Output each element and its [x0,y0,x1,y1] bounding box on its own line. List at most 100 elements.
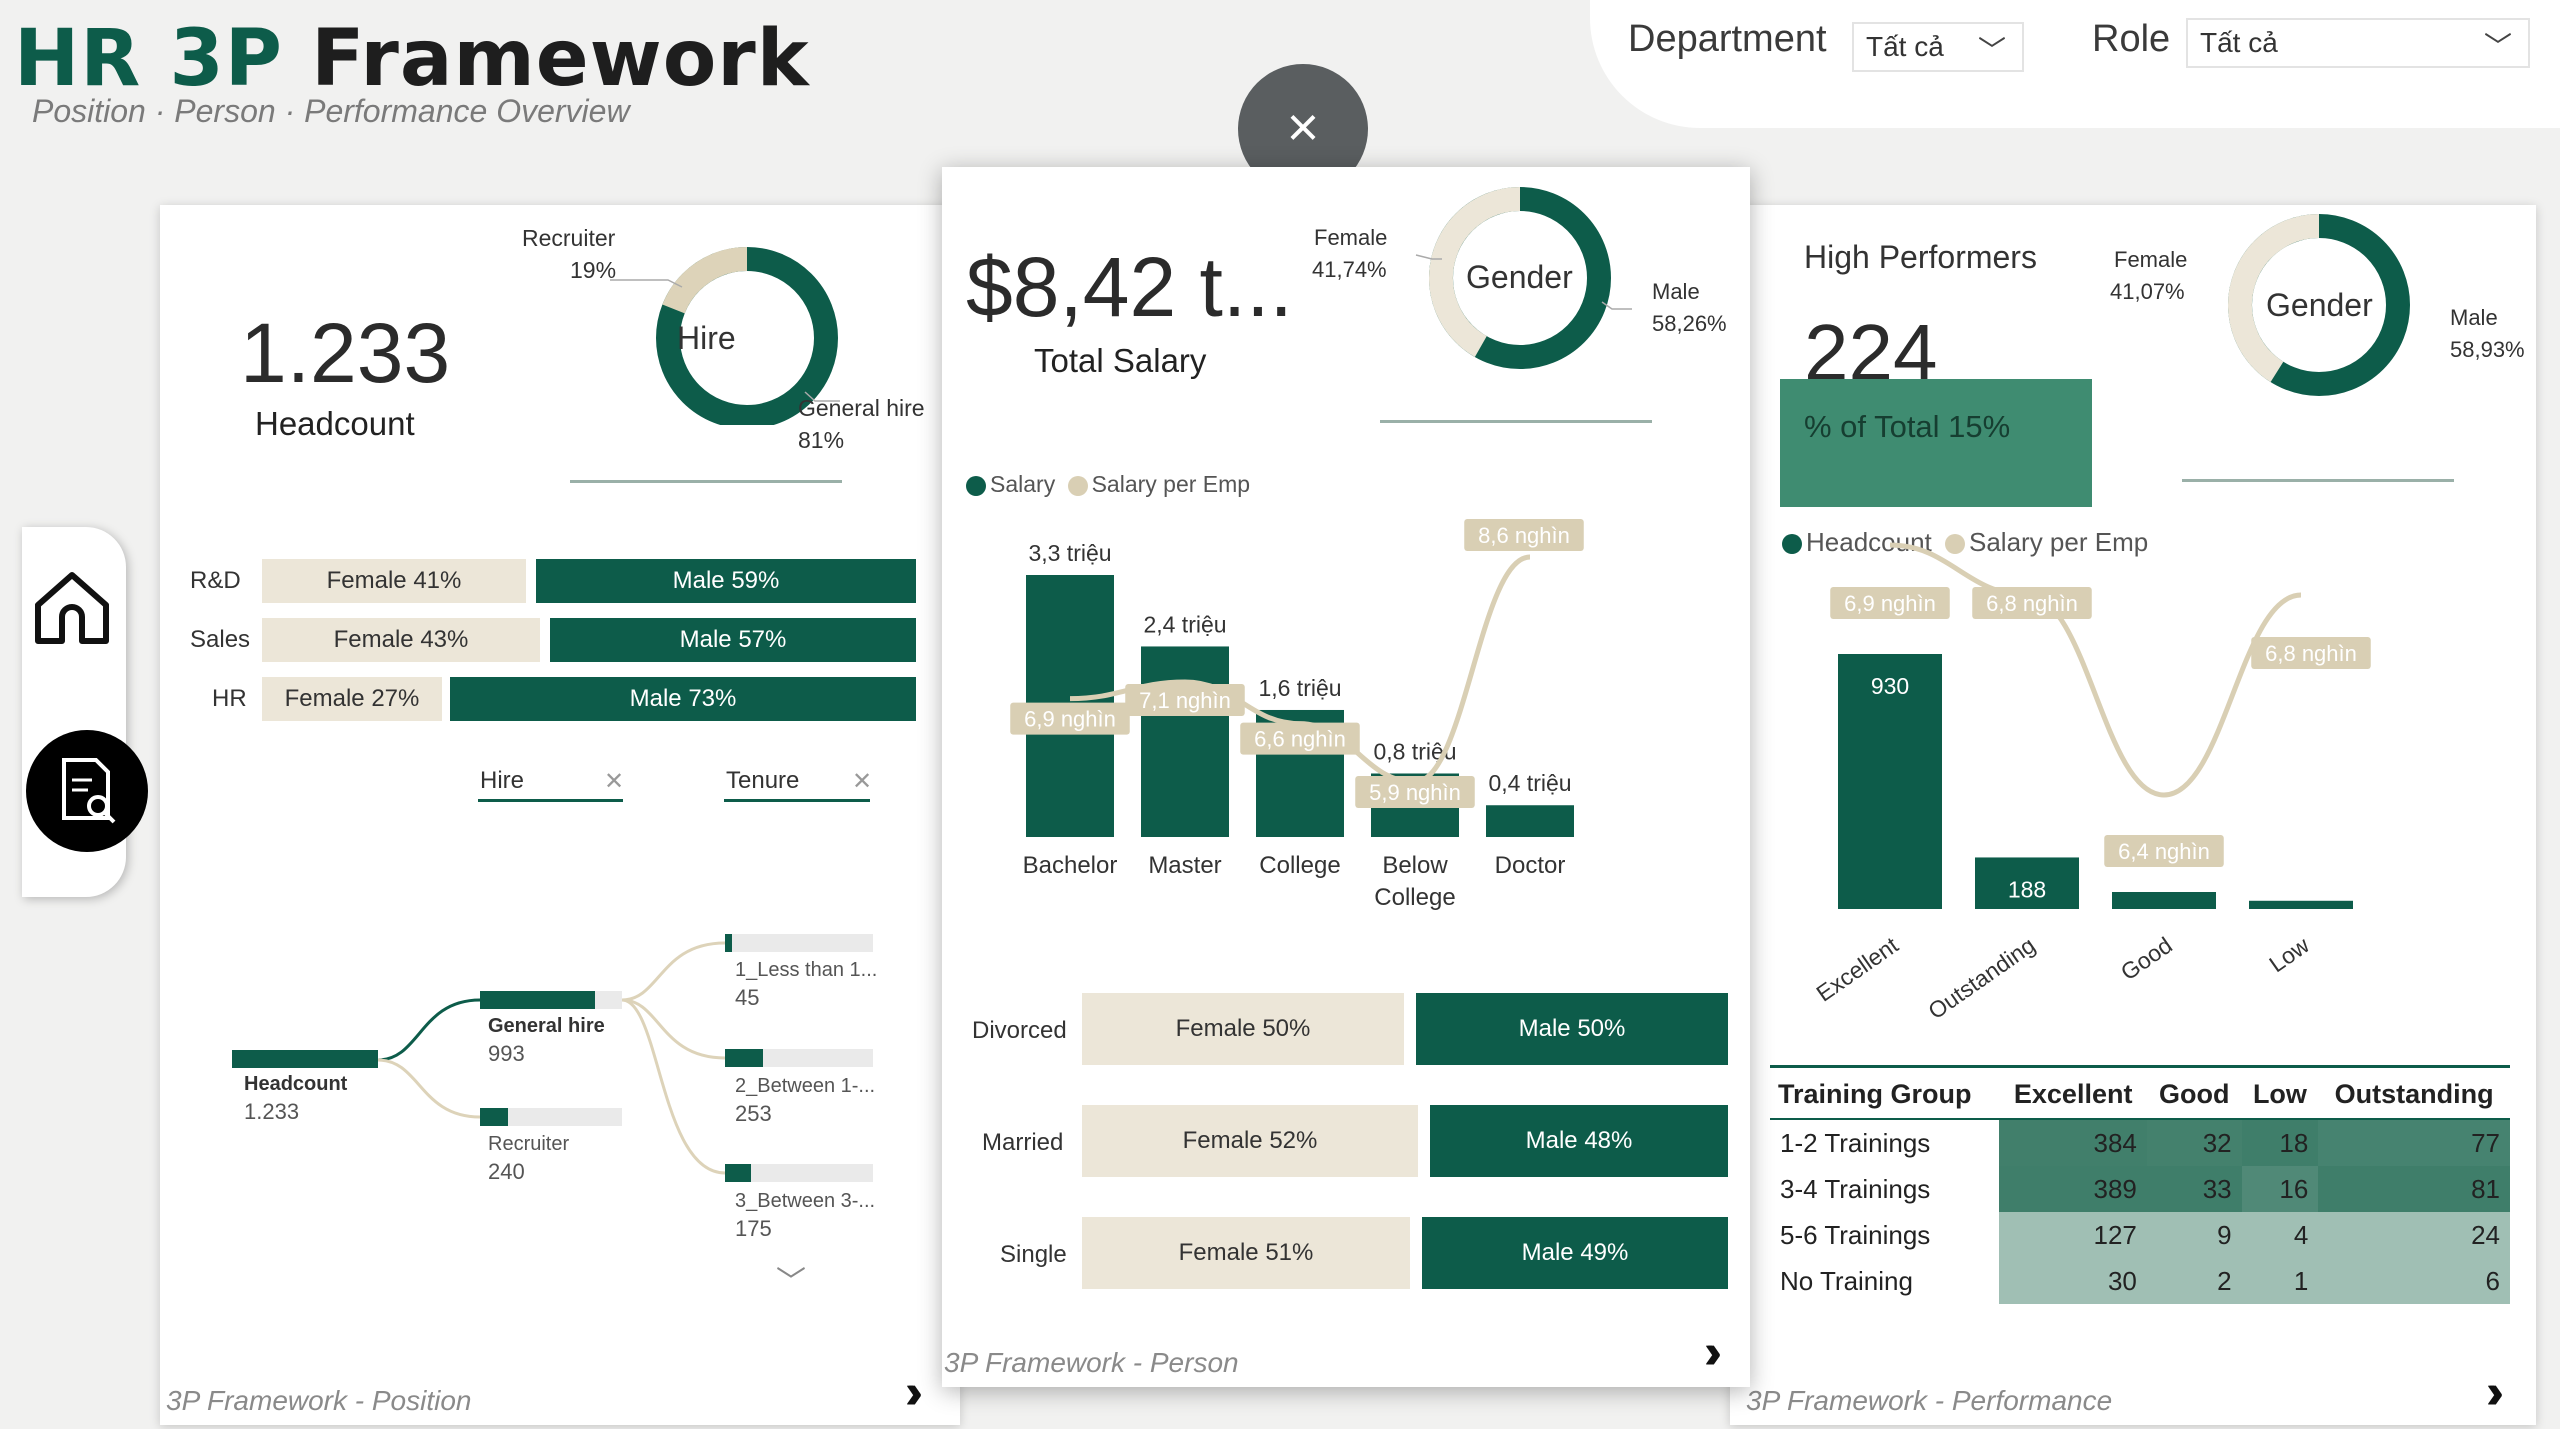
dept-male-bar[interactable]: Male 59% [536,559,916,603]
close-icon[interactable]: ✕ [604,768,625,795]
education-salary-label: 3,3 triệu [1028,540,1111,566]
table-cell: 24 [2318,1212,2510,1258]
marital-label: Married [982,1129,1064,1156]
table-header-cell[interactable]: Excellent [1999,1071,2147,1120]
person-legend: Salary Salary per Emp [966,471,1250,498]
salary-per-emp-label: 6,9 nghìn [1010,702,1130,735]
svg-text:8,6 nghìn: 8,6 nghìn [1478,523,1570,548]
high-performers-title: High Performers [1804,239,2037,275]
svg-text:6,4 nghìn: 6,4 nghìn [2118,839,2210,864]
dept-male-bar[interactable]: Male 73% [450,677,916,721]
male-pct: 58,93% [2450,337,2525,362]
legend-salary-dot [966,475,986,496]
table-cell: 389 [1999,1166,2147,1212]
rating-category-label: Excellent [1812,931,1904,1006]
general-hire-label: General hire [798,395,925,421]
education-salary-bar[interactable] [1486,805,1574,837]
table-cell: 18 [2241,1119,2319,1166]
education-salary-label: 0,4 triệu [1488,770,1571,796]
person-gender-donut [1415,187,1632,369]
filter-underline [724,799,870,802]
training-table: Training Group Excellent Good Low Outstandin… [1770,1071,2510,1304]
recruiter-pct: 19% [570,257,617,283]
marital-label: Single [1000,1241,1067,1268]
department-dropdown[interactable]: Tất cả ﹀ [1852,22,2024,72]
marital-male-bar[interactable]: Male 48% [1430,1105,1728,1177]
close-icon: × [1286,95,1320,158]
double-chevron-icon[interactable]: ›› [905,1366,923,1419]
divider [2182,479,2454,482]
rating-headcount-label: 188 [2008,876,2046,902]
tree-t1-bar[interactable] [725,934,732,952]
svg-text:6,6 nghìn: 6,6 nghìn [1254,727,1346,752]
svg-text:6,8 nghìn: 6,8 nghìn [1986,591,2078,616]
tree-recruiter-bar[interactable] [480,1108,508,1126]
performance-card: High Performers 2 24 % of Total 15% Gende… [1730,205,2536,1425]
tree-recruiter-value: 240 [488,1159,525,1184]
divider [570,480,842,483]
table-header-cell[interactable]: Outstanding [2318,1071,2510,1120]
hire-donut-center: Hire [677,320,736,356]
salary-per-emp-label: 7,1 nghìn [1125,684,1245,716]
dept-label: Sales [190,626,251,653]
tree-t3-bar[interactable] [725,1164,751,1182]
double-chevron-icon[interactable]: ›› [2486,1366,2504,1419]
tree-general-value: 993 [488,1041,525,1066]
svg-text:6,9 nghìn: 6,9 nghìn [1844,591,1936,616]
tree-general-bar[interactable] [480,991,595,1009]
tree-t2-bar-bg [725,1049,873,1067]
marital-female-bar[interactable]: Female 52% [1082,1105,1418,1177]
filter-underline [478,799,623,802]
dept-label: HR [212,685,247,712]
svg-text:5,9 nghìn: 5,9 nghìn [1369,780,1461,805]
rating-headcount-bar[interactable] [1975,857,2079,909]
dept-female-bar[interactable]: Female 43% [262,618,540,662]
tree-t2-bar[interactable] [725,1049,763,1067]
rating-headcount-bar[interactable] [1838,654,1942,909]
female-pct: 41,07% [2110,279,2185,304]
svg-text:6,9 nghìn: 6,9 nghìn [1024,707,1116,732]
tree-t3-label: 3_Between 3-... [735,1190,876,1212]
marital-female-bar[interactable]: Female 51% [1082,1217,1410,1289]
card-footer: 3P Framework - Person [944,1347,1239,1378]
dept-female-bar[interactable]: Female 41% [262,559,526,603]
marital-male-bar[interactable]: Male 50% [1416,993,1728,1065]
female-label: Female [2114,247,2188,272]
marital-female-bar[interactable]: Female 50% [1082,993,1404,1065]
dept-female-bar[interactable]: Female 27% [262,677,442,721]
total-salary-label: Total Salary [1034,342,1207,379]
tree-filter-hire[interactable]: Hire [480,767,525,794]
home-icon[interactable] [30,565,114,649]
close-icon[interactable]: ✕ [852,768,873,795]
table-row[interactable]: 3-4 Trainings 389 33 16 81 [1770,1166,2510,1212]
tree-root-bar[interactable] [232,1050,378,1068]
performance-legend: Headcount Salary per Emp [1782,527,2148,558]
salary-per-emp-label: 6,4 nghìn [2104,835,2224,867]
marital-male-bar[interactable]: Male 49% [1422,1217,1728,1289]
table-header-cell[interactable]: Training Group [1770,1071,2000,1120]
table-cell: 1 [2241,1258,2319,1304]
table-header-cell[interactable]: Low [2241,1071,2319,1120]
dept-male-bar[interactable]: Male 57% [550,618,916,662]
hire-recruiter-slice [662,247,748,314]
role-value: Tất cả [2200,27,2278,58]
table-row[interactable]: 5-6 Trainings 127 9 4 24 [1770,1212,2510,1258]
table-row[interactable]: No Training 30 2 1 6 [1770,1258,2510,1304]
report-search-button[interactable] [26,730,148,852]
table-header-cell[interactable]: Good [2146,1071,2242,1120]
role-dropdown[interactable]: Tất cả ﹀ [2186,18,2530,68]
female-label: Female [1314,225,1388,250]
chevron-down-icon[interactable]: ﹀ [776,1266,806,1299]
double-chevron-icon[interactable]: ›› [1704,1326,1722,1379]
svg-text:6,8 nghìn: 6,8 nghìn [2265,641,2357,666]
tree-general-label: General hire [488,1015,605,1037]
table-row[interactable]: 1-2 Trainings 384 32 18 77 [1770,1119,2510,1166]
education-salary-bar[interactable] [1141,646,1229,837]
perf-female-slice [2228,214,2320,383]
tree-root-label: Headcount [244,1073,348,1095]
tree-filter-tenure[interactable]: Tenure [726,767,800,794]
rating-headcount-bar[interactable] [2112,892,2216,909]
tree-general-bar-bg [480,991,622,1009]
tree-t3-bar-bg [725,1164,873,1182]
rating-headcount-bar[interactable] [2249,900,2353,909]
